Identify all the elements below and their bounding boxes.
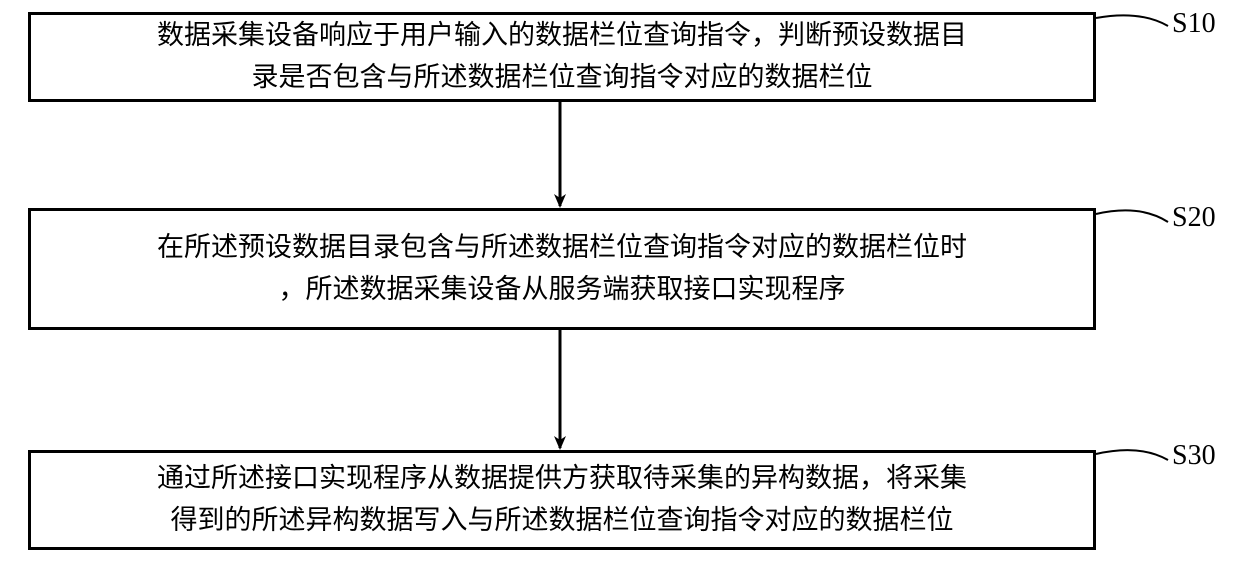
flow-step-s30: 通过所述接口实现程序从数据提供方获取待采集的异构数据，将采集 得到的所述异构数据… — [28, 450, 1096, 550]
step-label-s20: S20 — [1172, 202, 1216, 234]
label-connector-l10 — [1096, 15, 1168, 26]
step-label-s30: S30 — [1172, 440, 1216, 472]
flow-step-s10: 数据采集设备响应于用户输入的数据栏位查询指令，判断预设数据目 录是否包含与所述数… — [28, 12, 1096, 102]
flow-step-s20: 在所述预设数据目录包含与所述数据栏位查询指令对应的数据栏位时 ，所述数据采集设备… — [28, 208, 1096, 330]
label-connector-l30 — [1096, 450, 1168, 460]
label-connectors-group — [1096, 15, 1168, 460]
label-connector-l20 — [1096, 210, 1168, 222]
flow-step-s20-text: 在所述预设数据目录包含与所述数据栏位查询指令对应的数据栏位时 ，所述数据采集设备… — [157, 227, 967, 311]
flow-step-s10-text: 数据采集设备响应于用户输入的数据栏位查询指令，判断预设数据目 录是否包含与所述数… — [157, 15, 967, 99]
step-label-s10: S10 — [1172, 8, 1216, 40]
flow-step-s30-text: 通过所述接口实现程序从数据提供方获取待采集的异构数据，将采集 得到的所述异构数据… — [157, 458, 967, 542]
flowchart-canvas: 数据采集设备响应于用户输入的数据栏位查询指令，判断预设数据目 录是否包含与所述数… — [0, 0, 1240, 576]
